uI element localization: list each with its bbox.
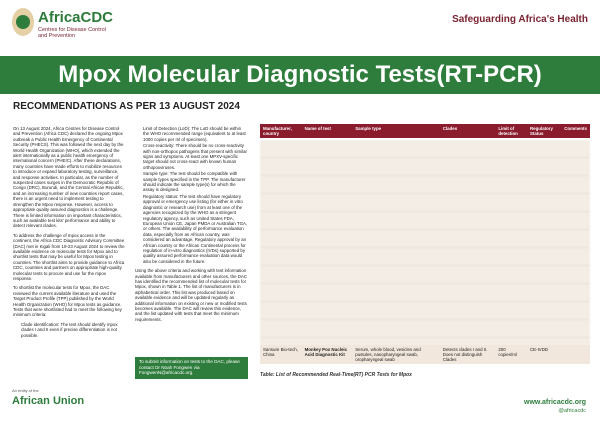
tagline: Safeguarding Africa's Health <box>452 14 588 25</box>
column-a: On 13 August 2024, Africa Centres for Di… <box>13 126 125 370</box>
table-cell: Monkey Pox Nucleic Acid Diagnostic Kit <box>301 345 353 364</box>
bullet: Limit of Detection (LoD): The LoD should… <box>143 126 248 142</box>
header-row: Manufacturer, country Name of test Sample … <box>260 124 590 138</box>
column-header: Clades <box>439 124 496 138</box>
title-band <box>0 56 600 94</box>
contact-box: To submit information on tests to the DA… <box>135 357 248 379</box>
table-caption: Table: List of Recommended Real-Time(RT)… <box>260 372 412 378</box>
column-header: Regulatory Status <box>527 124 562 138</box>
blurred-rows <box>260 140 590 347</box>
paragraph: Using the above criteria and working wit… <box>135 268 248 322</box>
bullet-list: Limit of Detection (LoD): The LoD should… <box>135 126 248 264</box>
column-header: Comments <box>561 124 590 138</box>
table-cell: CE-IVDD <box>527 345 562 364</box>
table-cell: 200 copies/ml <box>495 345 528 364</box>
footer-union: African Union <box>12 395 85 407</box>
bullet: Cross-reactivity: There should be no cro… <box>143 143 248 170</box>
paragraph: To address the challenge of mpox access … <box>13 232 125 281</box>
footer-handle: @africacdc <box>558 408 586 414</box>
table-cell: Detects clades I and II. Does not distin… <box>439 345 496 364</box>
paragraph: To shortlist the molecular tests for Mpo… <box>13 285 122 318</box>
column-b: Limit of Detection (LoD): The LoD should… <box>135 126 248 354</box>
table-row: Sansure Bio-tech, China Monkey Pox Nuclei… <box>260 345 590 364</box>
footer-entity: An entity of the <box>12 388 39 393</box>
spacer <box>260 138 590 345</box>
bullet: Regulatory status: The test should have … <box>143 194 248 264</box>
column-header: Name of test <box>301 124 353 138</box>
table-cell: Sansure Bio-tech, China <box>260 345 302 364</box>
footer-website: www.africacdc.org <box>524 399 586 406</box>
bullet: Clade identification: The test should id… <box>21 322 125 338</box>
table: Manufacturer, country Name of test Sample … <box>260 124 590 364</box>
subtitle: RECOMMENDATIONS AS PER 13 AUGUST 2024 <box>13 101 240 112</box>
logo-emblem <box>12 8 34 36</box>
logo-subtitle: Centres for Disease Control and Preventi… <box>38 27 106 39</box>
bullet: Sample type: The test should be compatib… <box>143 171 248 193</box>
column-header: Limit of detection <box>495 124 528 138</box>
paragraph: On 13 August 2024, Africa Centres for Di… <box>13 126 124 229</box>
logo-name: AfricaCDC <box>38 9 114 26</box>
column-header: Sample type <box>352 124 440 138</box>
table-cell <box>561 345 590 364</box>
table-cell: Serum, whole blood, vesicles and pustule… <box>352 345 440 364</box>
column-header: Manufacturer, country <box>260 124 302 138</box>
title: Mpox Molecular Diagnostic Tests(RT-PCR) <box>58 61 542 88</box>
bullet-list: Clade identification: The test should id… <box>13 322 125 338</box>
